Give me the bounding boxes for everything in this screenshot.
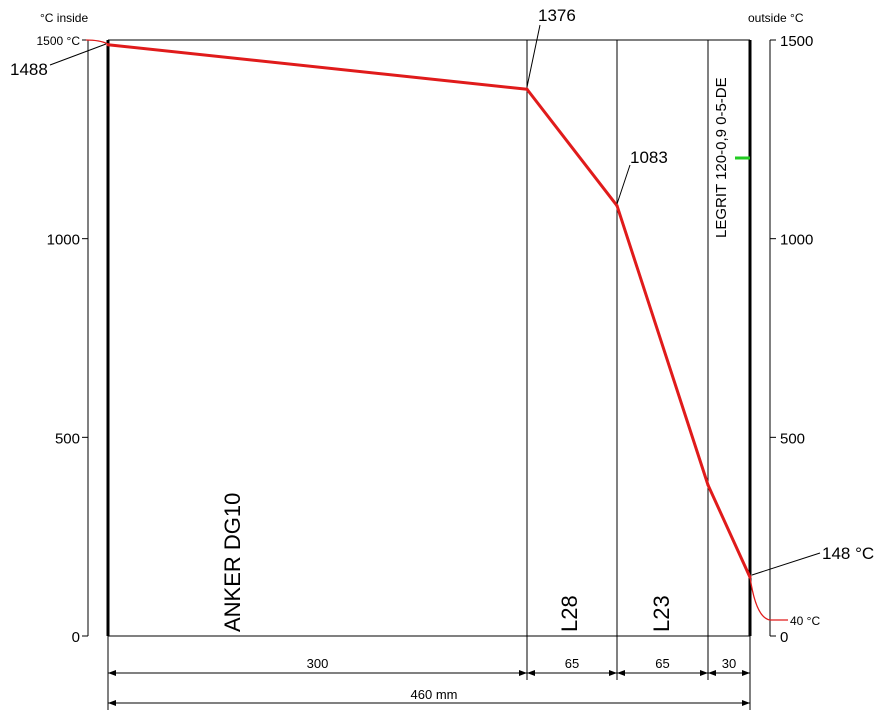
right-ticks: 0 500 1000 1500 bbox=[770, 33, 813, 646]
dimension-arrow bbox=[742, 700, 750, 706]
temperature-curve bbox=[107, 43, 752, 578]
callout-leader-1083 bbox=[616, 164, 631, 205]
callout-leader-1488 bbox=[49, 43, 107, 66]
total-dimension-label: 460 mm bbox=[411, 687, 458, 702]
right-tick-label: 1500 bbox=[780, 33, 813, 50]
callout-leader-1376 bbox=[526, 24, 541, 88]
dimension-arrow bbox=[108, 670, 116, 676]
dimension-lines bbox=[107, 636, 751, 710]
dimension-arrow bbox=[708, 670, 716, 676]
inside-axis-label: °C inside bbox=[40, 11, 88, 25]
right-tick-label: 0 bbox=[780, 629, 788, 646]
ambient-inside-curve bbox=[85, 39, 109, 45]
left-tick-label: 1000 bbox=[47, 232, 80, 249]
curve-point bbox=[525, 87, 529, 91]
curve-point bbox=[106, 43, 110, 47]
dimension-arrow bbox=[108, 700, 116, 706]
curve-points bbox=[106, 43, 752, 579]
curve-point bbox=[706, 483, 710, 487]
outside-axis-label: outside °C bbox=[748, 11, 804, 25]
layer-label-l28: L28 bbox=[557, 595, 582, 632]
layer-label-anker: ANKER DG10 bbox=[220, 493, 245, 632]
right-tick-label: 1000 bbox=[780, 232, 813, 249]
dimension-arrow bbox=[527, 670, 535, 676]
callout-ambient-outside: 40 °C bbox=[790, 614, 820, 628]
dimension-arrow bbox=[617, 670, 625, 676]
left-tick-label: 1500 °C bbox=[37, 34, 81, 48]
callout-1083: 1083 bbox=[630, 148, 668, 167]
right-tick-label: 500 bbox=[780, 430, 805, 447]
curve-point bbox=[748, 575, 752, 579]
callout-148: 148 °C bbox=[822, 544, 874, 563]
dimension-label: 300 bbox=[307, 656, 329, 671]
dimension-label: 65 bbox=[565, 656, 579, 671]
dimension-label: 65 bbox=[655, 656, 669, 671]
curve-point bbox=[615, 204, 619, 208]
dimension-arrow bbox=[609, 670, 617, 676]
layer-boundaries bbox=[526, 40, 709, 636]
left-tick-label: 500 bbox=[55, 430, 80, 447]
layer-label-l23: L23 bbox=[649, 595, 674, 632]
dimension-arrow bbox=[700, 670, 708, 676]
left-ticks: 0 500 1000 1500 °C bbox=[37, 34, 88, 646]
callout-1376: 1376 bbox=[538, 6, 576, 25]
dimension-arrow bbox=[742, 670, 750, 676]
callout-1488: 1488 bbox=[10, 60, 48, 79]
left-tick-label: 0 bbox=[72, 629, 80, 646]
ambient-outside-curve bbox=[749, 576, 788, 621]
dimension-label: 30 bbox=[722, 656, 736, 671]
callout-leader-148 bbox=[751, 552, 821, 576]
dimension-arrow bbox=[519, 670, 527, 676]
layer-label-legrit: LEGRIT 120-0,9 0-5-DE bbox=[713, 77, 730, 238]
